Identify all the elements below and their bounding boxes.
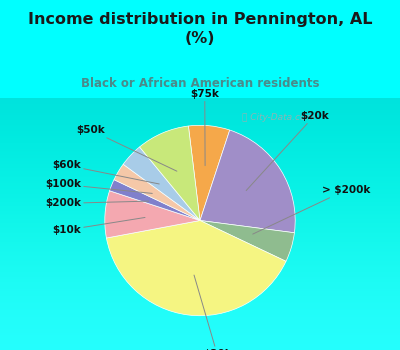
Wedge shape [110, 180, 200, 220]
Text: $60k: $60k [52, 160, 159, 184]
Text: Income distribution in Pennington, AL
(%): Income distribution in Pennington, AL (%… [28, 12, 372, 46]
Wedge shape [200, 220, 294, 261]
Wedge shape [105, 191, 200, 238]
Text: $50k: $50k [76, 125, 177, 171]
Wedge shape [106, 220, 286, 316]
Text: $20k: $20k [246, 111, 329, 190]
Wedge shape [200, 130, 295, 233]
Text: > $200k: > $200k [253, 185, 370, 234]
Text: $10k: $10k [52, 217, 145, 235]
Text: Ⓢ City-Data.com: Ⓢ City-Data.com [242, 113, 314, 122]
Wedge shape [140, 126, 200, 220]
Wedge shape [123, 147, 200, 220]
Text: $100k: $100k [45, 179, 152, 194]
Text: Black or African American residents: Black or African American residents [81, 77, 319, 90]
Wedge shape [188, 125, 230, 220]
Wedge shape [114, 164, 200, 220]
Text: $30k: $30k [194, 275, 232, 350]
Text: $75k: $75k [190, 89, 219, 166]
Text: $200k: $200k [45, 198, 149, 208]
